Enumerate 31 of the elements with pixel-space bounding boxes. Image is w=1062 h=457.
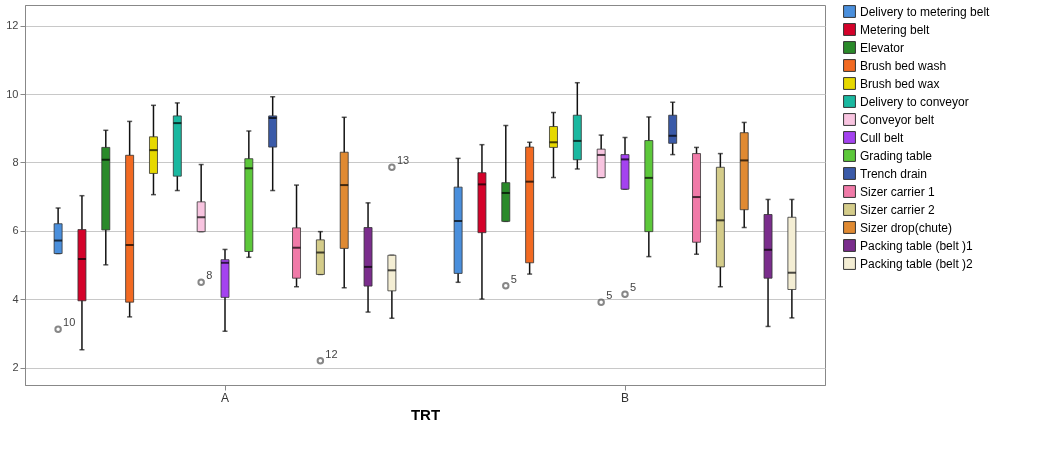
legend-label: Grading table bbox=[860, 148, 933, 163]
annotation: 8 bbox=[206, 269, 213, 282]
legend-label: Sizer carrier 2 bbox=[860, 202, 936, 217]
legend-label: Delivery to conveyor bbox=[860, 94, 969, 109]
legend-label: Metering belt bbox=[860, 22, 931, 37]
legend-label: Packing table (belt )2 bbox=[860, 256, 974, 271]
legend-label: Cull belt bbox=[860, 130, 905, 145]
legend-label: Packing table (belt )1 bbox=[860, 238, 974, 253]
y-tick-label: 10 bbox=[6, 87, 19, 100]
legend-label: Brush bed wax bbox=[860, 76, 940, 91]
y-tick-label: 4 bbox=[12, 292, 19, 305]
y-tick-label: 12 bbox=[6, 19, 19, 32]
x-axis-title: TRT bbox=[410, 405, 441, 423]
legend-label: Sizer drop(chute) bbox=[860, 220, 953, 235]
legend-label: Brush bed wash bbox=[860, 58, 947, 73]
annotation: 10 bbox=[63, 316, 76, 329]
legend-label: Conveyor belt bbox=[860, 112, 935, 127]
y-tick-label: 8 bbox=[12, 155, 19, 168]
annotation: 5 bbox=[606, 289, 613, 302]
annotation: 5 bbox=[630, 281, 637, 294]
legend-label: Delivery to metering belt bbox=[860, 4, 991, 19]
y-tick-label: 6 bbox=[12, 224, 19, 237]
legend-label: Trench drain bbox=[860, 166, 927, 181]
annotation: 12 bbox=[325, 347, 338, 360]
annotation: 5 bbox=[510, 272, 517, 285]
legend-label: Elevator bbox=[860, 40, 905, 55]
annotation: 13 bbox=[396, 154, 410, 167]
y-tick-label: 2 bbox=[12, 361, 19, 374]
legend-label: Sizer carrier 1 bbox=[860, 184, 936, 199]
x-tick-label: A bbox=[220, 390, 230, 405]
x-tick-label: B bbox=[620, 390, 630, 405]
